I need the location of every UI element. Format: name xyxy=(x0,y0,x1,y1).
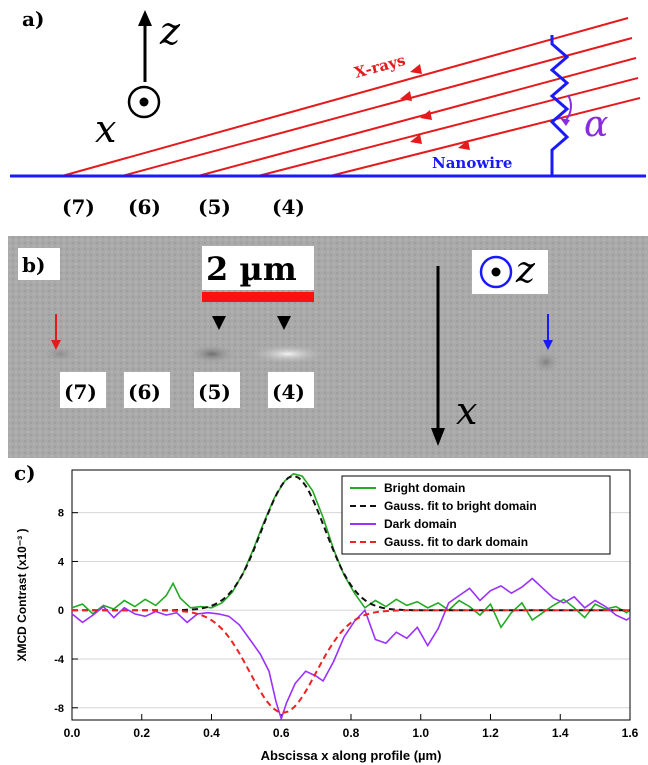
chart-svg: c) -8 -4 0 4 8 0.0 0.2 0.4 0.6 0.8 1.0 1.2 1.4 1.6 B… xyxy=(14,461,639,763)
x-axis-dot-icon xyxy=(139,97,149,107)
marker-triangle-4 xyxy=(277,316,291,330)
panel-a-position-7: (7) xyxy=(62,195,95,219)
panel-b-pos-box-6 xyxy=(124,372,170,408)
panel-b-pos-box-4 xyxy=(268,372,314,408)
z-axis-out-of-page-icon xyxy=(479,255,513,289)
y-axis-title: XMCD Contrast (x10⁻³ ) xyxy=(15,528,29,661)
z-axis-arrowhead xyxy=(138,10,152,26)
xray-direction-arrows xyxy=(400,64,470,150)
x-tick-label: 1.0 xyxy=(412,726,429,740)
panel-b-label: b) xyxy=(22,253,45,277)
xrays-label: X-rays xyxy=(352,51,407,82)
panel-c-profile-chart: c) -8 -4 0 4 8 0.0 0.2 0.4 0.6 0.8 1.0 1.2 1.4 1.6 B… xyxy=(0,458,648,765)
legend-label-0: Bright domain xyxy=(384,481,465,495)
z-axis-dot-icon xyxy=(491,267,501,277)
red-arrowhead xyxy=(51,340,61,350)
plot-frame xyxy=(71,469,631,721)
nanowire-label: Nanowire xyxy=(432,154,512,172)
left-spot xyxy=(42,346,78,362)
panel-a-label: a) xyxy=(22,7,44,31)
x-tick-label: 1.6 xyxy=(622,726,639,740)
series-line-3 xyxy=(72,609,630,714)
x-tick-label: 0.4 xyxy=(203,726,220,740)
alpha-label: α xyxy=(584,104,608,145)
nanowire-profile xyxy=(549,35,570,176)
alpha-arrowhead xyxy=(560,118,570,126)
dark-domain-spot xyxy=(188,344,236,364)
y-tick-label: -4 xyxy=(54,654,65,666)
legend-label-3: Gauss. fit to dark domain xyxy=(384,535,528,549)
x-tick-label: 0.6 xyxy=(273,726,290,740)
x-tick-label: 0.8 xyxy=(343,726,360,740)
marker-triangle-5 xyxy=(212,316,226,330)
panel-b-position-6: (6) xyxy=(128,380,161,404)
x-axis-title: Abscissa x along profile (µm) xyxy=(261,748,442,763)
xmcd-image-background xyxy=(8,236,648,458)
x-axis-down-arrowhead xyxy=(431,428,445,446)
legend-label-2: Dark domain xyxy=(384,517,457,531)
panel-b-position-4: (4) xyxy=(272,380,305,404)
panel-b-xmcd-image: b) 2 µm (7) (6) (5) (4) x z xyxy=(0,236,648,458)
legend-label-1: Gauss. fit to bright domain xyxy=(384,499,537,513)
x-tick-label: 0.2 xyxy=(133,726,150,740)
y-tick-label: 4 xyxy=(58,556,65,568)
panel-b-pos-box-5 xyxy=(194,372,240,408)
scalebar-label: 2 µm xyxy=(206,250,297,288)
chart-legend: Bright domain Gauss. fit to bright domain… xyxy=(341,475,611,555)
panel-c-label: c) xyxy=(14,461,36,485)
y-tick-label: 8 xyxy=(58,508,64,520)
x-tick-label: 1.4 xyxy=(552,726,569,740)
right-spot xyxy=(532,350,560,374)
panel-b-pos-box-7 xyxy=(60,372,106,408)
x-axis-label: x xyxy=(95,107,116,151)
scalebar-label-box xyxy=(202,246,314,290)
x-tick-label: 1.2 xyxy=(482,726,499,740)
panel-a-position-4: (4) xyxy=(272,195,305,219)
y-tick-label: -8 xyxy=(54,703,64,715)
x-tick-label: 0.0 xyxy=(64,726,81,740)
x-axis-out-of-page-icon xyxy=(127,85,161,119)
scalebar xyxy=(202,292,314,302)
y-tick-labels: -8 -4 0 4 8 xyxy=(54,508,65,715)
panel-b-position-5: (5) xyxy=(198,380,231,404)
panel-b-position-7: (7) xyxy=(64,380,97,404)
panel-a-position-5: (5) xyxy=(198,195,231,219)
panel-a-position-6: (6) xyxy=(128,195,161,219)
chart-series xyxy=(71,472,631,722)
panel-b-svg: b) 2 µm (7) (6) (5) (4) x z xyxy=(8,236,648,458)
legend-box xyxy=(341,475,611,555)
panel-b-x-label: x xyxy=(456,389,477,433)
panel-a-geometry-schematic: a) z x X-rays Nanowire xyxy=(0,0,648,236)
panel-b-z-label: z xyxy=(515,250,536,291)
blue-arrowhead xyxy=(543,340,553,350)
alpha-angle-arc xyxy=(565,94,572,121)
x-tick-labels: 0.0 0.2 0.4 0.6 0.8 1.0 1.2 1.4 1.6 xyxy=(64,726,639,740)
series-line-2 xyxy=(71,577,631,722)
panel-b-label-box xyxy=(18,248,60,280)
panel-a-svg: a) z x X-rays Nanowire xyxy=(10,7,646,219)
y-tick-label: 0 xyxy=(58,605,64,617)
z-axis-label: z xyxy=(159,9,181,53)
bright-domain-spot xyxy=(248,344,328,364)
